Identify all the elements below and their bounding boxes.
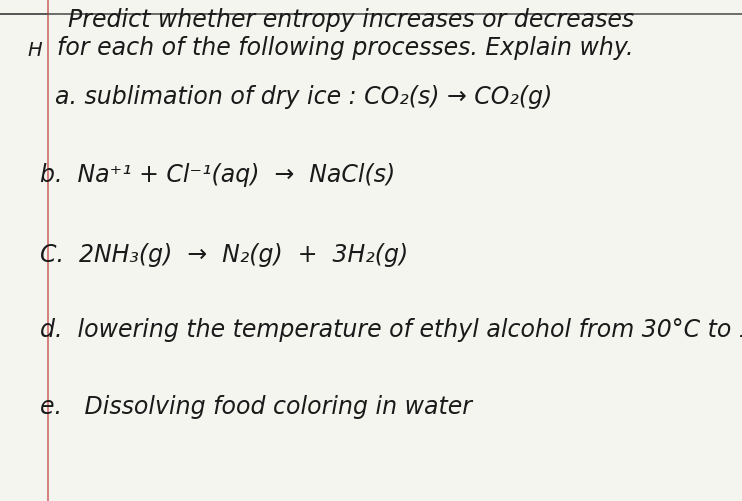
Text: C.  2NH₃(g)  →  N₂(g)  +  3H₂(g): C. 2NH₃(g) → N₂(g) + 3H₂(g) [40, 242, 408, 267]
Text: d.  lowering the temperature of ethyl alcohol from 30°C to 10°C: d. lowering the temperature of ethyl alc… [40, 317, 742, 341]
Text: b.  Na⁺¹ + Cl⁻¹(aq)  →  NaCl(s): b. Na⁺¹ + Cl⁻¹(aq) → NaCl(s) [40, 163, 395, 187]
Text: Predict whether entropy increases or decreases: Predict whether entropy increases or dec… [68, 8, 634, 32]
Text: e.   Dissolving food coloring in water: e. Dissolving food coloring in water [40, 394, 472, 418]
Text: H: H [27, 41, 42, 60]
Text: for each of the following processes. Explain why.: for each of the following processes. Exp… [57, 36, 634, 60]
Text: a. sublimation of dry ice : CO₂(s) → CO₂(g): a. sublimation of dry ice : CO₂(s) → CO₂… [55, 85, 552, 109]
